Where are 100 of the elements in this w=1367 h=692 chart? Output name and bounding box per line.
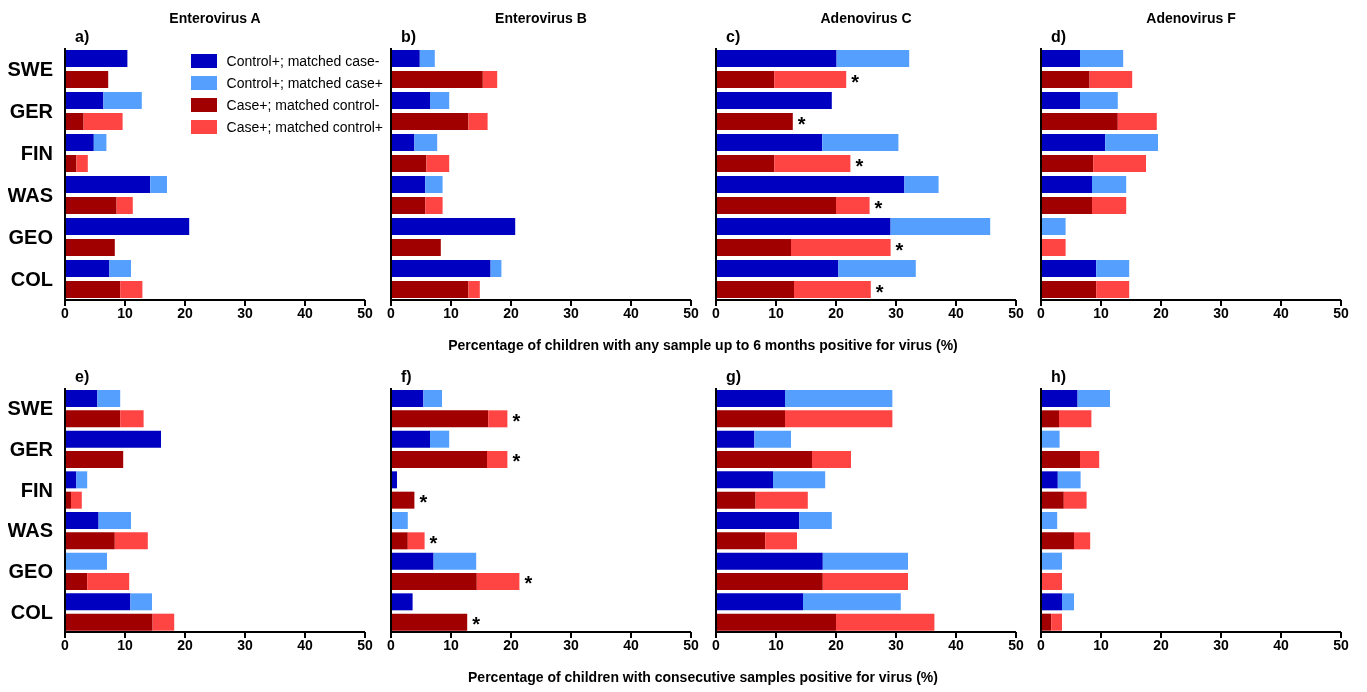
bar: [1041, 134, 1106, 151]
x-tick-label: 10: [768, 304, 784, 321]
x-tick-label: 30: [1213, 636, 1229, 653]
bar: [1059, 410, 1092, 428]
bar: [765, 532, 797, 550]
bar: [430, 430, 450, 448]
annotation: *: [524, 572, 533, 595]
bar: [152, 613, 175, 631]
x-tick-label: 10: [1093, 636, 1109, 653]
text: g): [726, 368, 742, 386]
bar: [822, 134, 899, 151]
text: b): [401, 28, 417, 46]
bar: [803, 593, 901, 611]
legend-label: Control+; matched case-: [226, 53, 380, 69]
bar: [391, 430, 430, 448]
bar: [97, 390, 121, 407]
annotation: *: [419, 490, 428, 513]
text: h): [1051, 368, 1067, 386]
bar: [773, 471, 826, 489]
bar: [65, 512, 99, 529]
bar: [391, 176, 426, 193]
bar: [716, 155, 775, 172]
x-tick-label: 20: [177, 636, 193, 653]
bar: [65, 281, 121, 298]
bar: [391, 390, 424, 407]
bar: [65, 532, 115, 550]
x-tick-label: 30: [563, 304, 579, 321]
bar: [716, 176, 905, 193]
bar: [716, 491, 756, 509]
bar: [391, 593, 413, 611]
bar: [482, 71, 498, 88]
bar: [1041, 573, 1062, 590]
bar: [716, 451, 812, 468]
x-tick-label: 50: [357, 636, 373, 653]
bar: [774, 71, 847, 88]
text: c): [726, 28, 741, 46]
x-tick-label: 10: [443, 304, 459, 321]
bar: [716, 92, 832, 109]
bar: [1041, 260, 1097, 277]
bar: [1063, 491, 1087, 509]
bar: [1080, 50, 1124, 67]
bar: [1041, 71, 1090, 88]
bar: [391, 155, 427, 172]
bar: [716, 390, 785, 407]
bar: [822, 573, 908, 590]
bar: [794, 281, 871, 298]
annotation: *: [874, 196, 883, 219]
x-tick-label: 40: [623, 304, 639, 321]
bar: [65, 113, 84, 130]
x-tick-label: 10: [117, 636, 133, 653]
bar: [716, 430, 755, 448]
bar: [716, 113, 793, 130]
bar: [65, 410, 121, 428]
bar: [76, 155, 88, 172]
y-tick-label: GER: [9, 100, 54, 122]
bar: [1117, 113, 1157, 130]
annotation: *: [429, 531, 438, 554]
bar: [1041, 50, 1080, 67]
legend-label: Case+; matched control+: [226, 119, 383, 135]
y-tick-label: WAS: [7, 184, 53, 206]
bar: [716, 613, 836, 631]
bar: [1041, 451, 1080, 468]
bar: [1041, 390, 1078, 407]
x-tick-label: 50: [1333, 636, 1349, 653]
bar: [71, 491, 82, 509]
annotation: *: [855, 154, 864, 177]
x-tick-label: 0: [61, 304, 70, 321]
bar: [130, 593, 152, 611]
bar: [391, 532, 408, 550]
bar: [120, 410, 144, 428]
bar: [1096, 260, 1130, 277]
x-tick-label: 0: [1037, 304, 1046, 321]
bar: [425, 176, 443, 193]
bar: [1092, 197, 1127, 214]
bar: [419, 50, 435, 67]
bar: [836, 613, 935, 631]
bar: [785, 390, 893, 407]
bar: [1051, 613, 1062, 631]
bar: [1041, 512, 1058, 529]
annotation: *: [512, 409, 521, 432]
bar: [1077, 390, 1110, 407]
text: d): [1051, 28, 1067, 46]
y-tick-label: GER: [9, 438, 54, 460]
bar: [114, 532, 148, 550]
x-tick-label: 0: [387, 636, 396, 653]
bar: [774, 155, 851, 172]
bar: [433, 552, 477, 570]
bar: [83, 113, 123, 130]
bar: [425, 197, 443, 214]
x-tick-label: 10: [768, 636, 784, 653]
bar: [716, 512, 800, 529]
annotation: *: [875, 280, 884, 303]
x-tick-label: 20: [1153, 636, 1169, 653]
x-tick-label: 40: [297, 304, 313, 321]
bar: [1041, 155, 1094, 172]
bar: [65, 593, 131, 611]
chart-title: Enterovirus A: [168, 10, 262, 26]
bar: [65, 573, 88, 590]
chart-title: Enterovirus B: [494, 10, 588, 26]
bar: [716, 134, 823, 151]
